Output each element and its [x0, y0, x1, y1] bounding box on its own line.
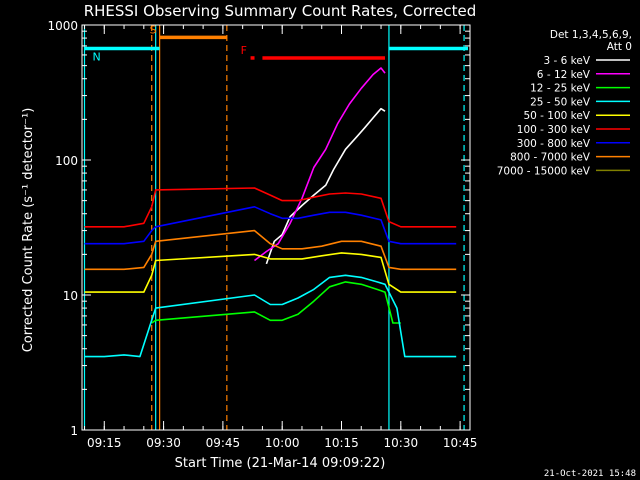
series-line-2 — [151, 281, 401, 324]
series-line-3 — [84, 274, 457, 358]
legend: Det 1,3,4,5,6,9,Att 0 3 - 6 keV 6 - 12 keV… — [497, 29, 632, 177]
flag-label-N: N — [93, 50, 101, 63]
y-tick-label: 1000 — [47, 19, 78, 33]
x-tick-label: 10:15 — [324, 436, 359, 450]
legend-header-line: Att 0 — [607, 41, 632, 53]
series-line-6 — [84, 206, 457, 245]
legend-entry-label: 100 - 300 keV — [517, 124, 591, 136]
legend-entry-label: 3 - 6 keV — [543, 55, 590, 67]
legend-entry-label: 800 - 7000 keV — [510, 152, 591, 164]
y-tick-label: 100 — [55, 154, 78, 168]
x-tick-label: 10:45 — [443, 436, 478, 450]
series-line-1 — [254, 67, 386, 262]
y-tick-label: 1 — [70, 424, 78, 438]
legend-entry-label: 50 - 100 keV — [523, 110, 590, 122]
series-line-4 — [84, 252, 457, 293]
x-tick-label: 10:00 — [265, 436, 300, 450]
x-tick-label: 09:15 — [87, 436, 122, 450]
plot-area: S N F — [83, 23, 469, 430]
x-axis-label: Start Time (21-Mar-14 09:09:22) — [175, 456, 386, 471]
x-tick-label: 09:30 — [146, 436, 181, 450]
series-line-5 — [84, 187, 457, 228]
series-line-7 — [84, 229, 457, 271]
chart-title: RHESSI Observing Summary Count Rates, Co… — [84, 2, 477, 20]
flag-label-S: S — [150, 23, 157, 36]
flag-label-F: F — [241, 44, 247, 57]
date-stamp: 21-Oct-2021 15:48 — [544, 469, 636, 479]
x-tick-label: 09:45 — [206, 436, 241, 450]
legend-entry-label: 300 - 800 keV — [517, 138, 591, 150]
legend-header-line: Det 1,3,4,5,6,9, — [550, 29, 632, 41]
y-axis-label: Corrected Count Rate (s⁻¹ detector⁻¹) — [21, 108, 36, 353]
series-line-0 — [265, 107, 386, 265]
legend-entry-label: 25 - 50 keV — [530, 96, 591, 108]
plot-frame — [81, 24, 471, 431]
legend-entry-label: 7000 - 15000 keV — [497, 165, 591, 177]
legend-entry-label: 6 - 12 keV — [537, 69, 591, 81]
y-tick-label: 10 — [63, 289, 78, 303]
legend-entry-label: 12 - 25 keV — [530, 83, 591, 95]
x-tick-label: 10:30 — [384, 436, 419, 450]
axes: 1 10 100 1000 09:15 09:30 09:45 10:00 10:15 10:30… — [47, 19, 477, 450]
